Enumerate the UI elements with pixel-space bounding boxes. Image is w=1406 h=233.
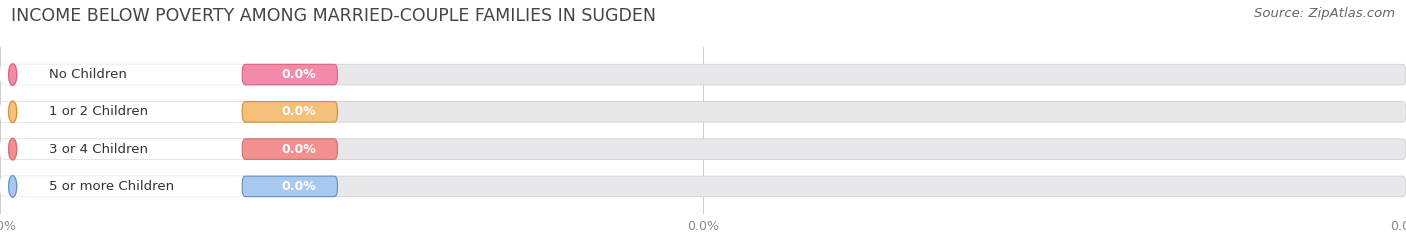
Text: 3 or 4 Children: 3 or 4 Children	[49, 143, 148, 156]
Text: 0.0%: 0.0%	[281, 143, 316, 156]
FancyBboxPatch shape	[0, 102, 246, 122]
FancyBboxPatch shape	[0, 139, 1406, 159]
Text: 1 or 2 Children: 1 or 2 Children	[49, 105, 149, 118]
FancyBboxPatch shape	[0, 64, 246, 85]
Text: No Children: No Children	[49, 68, 127, 81]
Text: INCOME BELOW POVERTY AMONG MARRIED-COUPLE FAMILIES IN SUGDEN: INCOME BELOW POVERTY AMONG MARRIED-COUPL…	[11, 7, 657, 25]
Text: 0.0%: 0.0%	[281, 68, 316, 81]
FancyBboxPatch shape	[0, 176, 1406, 197]
Text: Source: ZipAtlas.com: Source: ZipAtlas.com	[1254, 7, 1395, 20]
Circle shape	[8, 176, 17, 197]
FancyBboxPatch shape	[242, 176, 337, 197]
FancyBboxPatch shape	[242, 64, 337, 85]
Text: 0.0%: 0.0%	[281, 105, 316, 118]
Circle shape	[8, 64, 17, 85]
FancyBboxPatch shape	[0, 176, 246, 197]
FancyBboxPatch shape	[0, 64, 1406, 85]
FancyBboxPatch shape	[242, 139, 337, 159]
Text: 0.0%: 0.0%	[281, 180, 316, 193]
FancyBboxPatch shape	[242, 102, 337, 122]
Text: 5 or more Children: 5 or more Children	[49, 180, 174, 193]
Circle shape	[8, 101, 17, 123]
FancyBboxPatch shape	[0, 139, 246, 159]
Circle shape	[8, 138, 17, 160]
FancyBboxPatch shape	[0, 102, 1406, 122]
